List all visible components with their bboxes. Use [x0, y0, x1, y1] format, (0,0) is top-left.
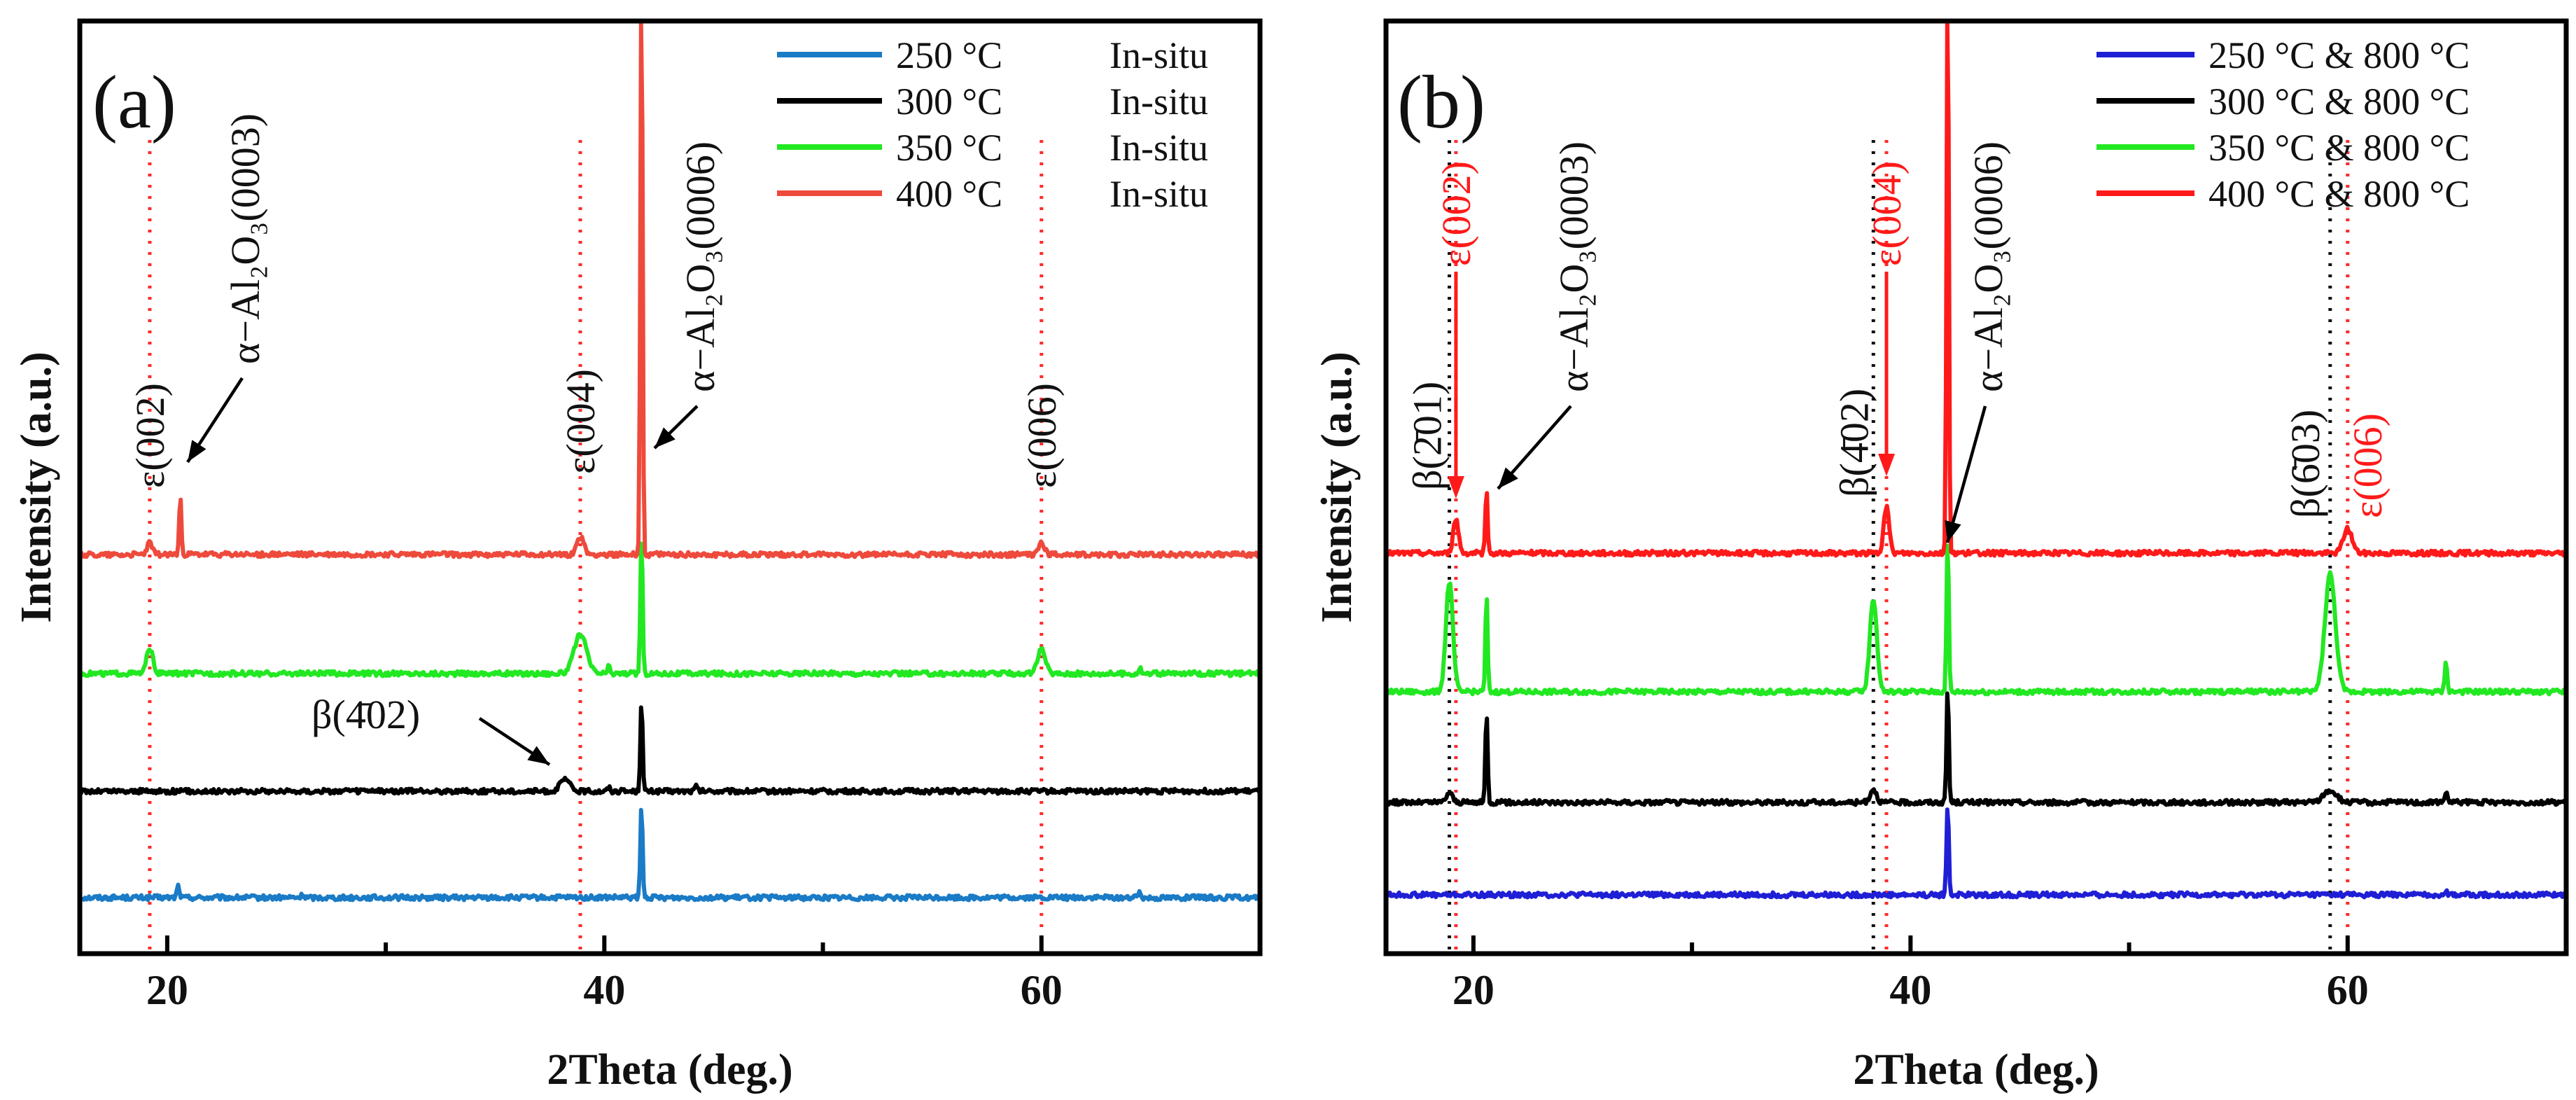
- legend-label: 400 °C & 800 °C: [2208, 173, 2470, 215]
- x-ticks: 20 40 60: [146, 935, 1262, 1013]
- annotation-004: ε(004): [558, 369, 603, 474]
- legend-condition: In-situ: [1110, 127, 1208, 169]
- legend-label: 350 °C & 800 °C: [2208, 127, 2470, 169]
- annotation-4-02-text: β(4̄02): [312, 692, 420, 737]
- x-tick-label-60: 60: [2327, 967, 2369, 1013]
- annotation-004-text: ε(004): [558, 369, 603, 474]
- x-tick-label-20: 20: [1452, 967, 1494, 1013]
- legend-label: 300 °C & 800 °C: [2208, 81, 2470, 123]
- annotation-2-01: β(2̄01): [1405, 382, 1450, 490]
- annotation-4-02: β(4̄02): [1831, 389, 1877, 497]
- arrow-head: [1945, 520, 1961, 543]
- series-line-300-c-800-c: [1384, 691, 2568, 807]
- annotation-al-o-0006: α−Al₂O₃(0006): [1945, 141, 2011, 543]
- legend-label: 250 °C & 800 °C: [2208, 34, 2470, 76]
- annotation-4-02-text: β(4̄02): [1831, 389, 1877, 497]
- x-tick-label-60: 60: [1021, 967, 1063, 1013]
- legend-item-250-c-800-c: 250 °C & 800 °C: [2096, 34, 2470, 76]
- annotation-6-03: β(6̄03): [2283, 410, 2328, 518]
- legend-item-300-c-800-c: 300 °C & 800 °C: [2096, 81, 2470, 123]
- series-line-350-c: [78, 541, 1262, 678]
- legend-item-350-c-800-c: 350 °C & 800 °C: [2096, 127, 2470, 169]
- arrow-head: [188, 440, 206, 462]
- panel-label: (a): [92, 61, 176, 144]
- legend-item-400-c-800-c: 400 °C & 800 °C: [2096, 173, 2470, 215]
- annotation-al-o-0006-text: α−Al₂O₃(0006): [678, 141, 723, 392]
- series-line-250-c: [78, 807, 1262, 903]
- annotation-004-text: ε(004): [1864, 161, 1910, 266]
- series-line-250-c-800-c: [1385, 807, 2568, 900]
- series-line-300-c: [78, 705, 1262, 796]
- plot-frame: [77, 18, 1263, 956]
- series-line-350-c-800-c: [1384, 543, 2568, 697]
- legend-label: 250 °C: [896, 34, 1002, 76]
- annotation-6-03-text: β(6̄03): [2283, 410, 2328, 518]
- arrow-shaft: [1945, 405, 1987, 543]
- annotations: β(2̄01) ε(002) α−Al₂O₃(0003) β(4̄02) ε(004) α…: [1405, 141, 2390, 543]
- legend-condition: In-situ: [1110, 34, 1208, 76]
- arrow-head: [1447, 476, 1464, 499]
- series-line-400-c-800-c: [1384, 22, 2568, 558]
- arrow-head: [527, 746, 550, 765]
- legend-condition: In-situ: [1110, 81, 1208, 123]
- panel-a: 20 40 60 (a) ε(002) α−Al₂O₃(0003) ε(004) α−Al…: [13, 18, 1263, 1094]
- annotation-002-text: ε(002): [127, 383, 173, 488]
- annotation-al-o-0006-text: α−Al₂O₃(0006): [1966, 141, 2011, 392]
- legend-item-300-c: 300 °C In-situ: [777, 81, 1208, 123]
- annotation-006-text: ε(006): [2345, 413, 2390, 518]
- annotation-002: ε(002): [1434, 161, 1479, 499]
- x-axis-label: 2Theta (deg.): [547, 1046, 792, 1094]
- plot-frame: [1383, 18, 2569, 956]
- series-line-400-c: [78, 22, 1261, 559]
- annotation-002-text: ε(002): [1434, 161, 1479, 266]
- panel-label: (b): [1397, 61, 1485, 144]
- arrow-head: [1877, 454, 1895, 476]
- y-axis-label: Intensity (a.u.): [13, 351, 60, 623]
- annotation-al-o-0003-text: α−Al₂O₃(0003): [223, 113, 268, 364]
- annotation-al-o-0003: α−Al₂O₃(0003): [186, 113, 268, 464]
- annotations: ε(002) α−Al₂O₃(0003) ε(004) α−Al₂O₃(0006) ε(…: [127, 113, 1065, 766]
- legend-item-250-c: 250 °C In-situ: [777, 34, 1208, 76]
- annotation-al-o-0006: α−Al₂O₃(0006): [653, 141, 723, 450]
- legend-label: 350 °C: [896, 127, 1002, 169]
- x-tick-label-40: 40: [1889, 967, 1931, 1013]
- x-tick-label-40: 40: [583, 967, 625, 1013]
- series-group: [78, 22, 1262, 903]
- series-group: [1384, 22, 2568, 900]
- annotation-2-01-text: β(2̄01): [1405, 382, 1450, 490]
- legend-label: 400 °C: [896, 173, 1002, 215]
- annotation-002: ε(002): [127, 383, 173, 488]
- arrow-head: [1498, 467, 1518, 489]
- annotation-006: ε(006): [1019, 383, 1065, 488]
- legend-item-400-c: 400 °C In-situ: [777, 173, 1208, 215]
- annotation-al-o-0003: α−Al₂O₃(0003): [1497, 141, 1597, 490]
- annotation-al-o-0003-text: α−Al₂O₃(0003): [1551, 141, 1597, 392]
- annotation-4-02: β(4̄02): [312, 692, 551, 766]
- annotation-006-text: ε(006): [1019, 383, 1065, 488]
- legend-item-350-c: 350 °C In-situ: [777, 127, 1208, 169]
- x-axis-label: 2Theta (deg.): [1853, 1046, 2099, 1094]
- x-tick-label-20: 20: [146, 967, 188, 1013]
- arrow-head: [654, 427, 676, 448]
- guide-lines: [148, 140, 1044, 954]
- annotation-004: ε(004): [1864, 161, 1910, 476]
- panel-b: 20 40 60 (b) β(2̄01) ε(002) α−Al₂O₃(0003) β(4…: [1313, 18, 2569, 1094]
- legend-label: 300 °C: [896, 81, 1002, 123]
- x-ticks: 20 40 60: [1452, 935, 2568, 1013]
- y-axis-label: Intensity (a.u.): [1313, 351, 1361, 623]
- legend-condition: In-situ: [1110, 173, 1208, 215]
- annotation-006: ε(006): [2345, 413, 2390, 518]
